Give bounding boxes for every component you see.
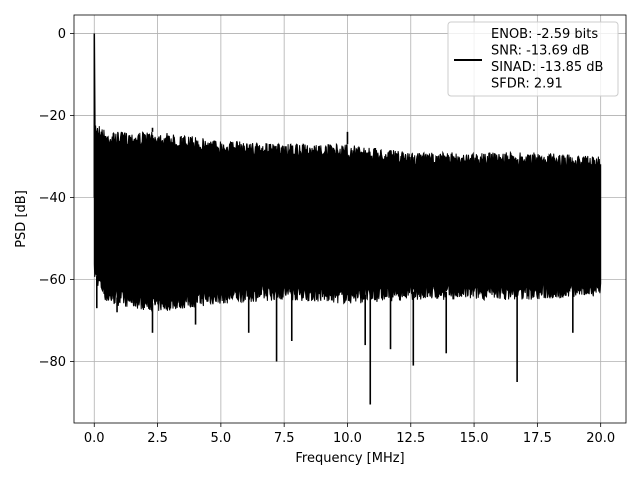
psd-series-band [93, 119, 602, 312]
y-tick-label: −20 [39, 109, 66, 124]
x-tick-label: 20.0 [586, 431, 615, 446]
legend-box [447, 21, 619, 97]
x-tick-label: 12.5 [396, 431, 425, 446]
y-tick-label: −40 [39, 191, 66, 206]
x-tick-label: 5.0 [211, 431, 232, 446]
x-axis-ticks: 0.0 2.5 5.0 7.5 10.0 12.5 15.0 17.5 20.0 [84, 423, 615, 446]
y-tick-label: −80 [39, 355, 66, 370]
x-axis-title: Frequency [MHz] [295, 451, 404, 466]
x-tick-label: 7.5 [274, 431, 295, 446]
y-axis-ticks: 0 −20 −40 −60 −80 [39, 27, 74, 370]
y-tick-label: −60 [39, 273, 66, 288]
axes-frame [73, 14, 627, 424]
x-tick-label: 0.0 [84, 431, 105, 446]
x-tick-label: 17.5 [523, 431, 552, 446]
legend-line-snr: SNR: -13.69 dB [491, 44, 589, 59]
legend: ENOB: -2.59 bits SNR: -13.69 dB SINAD: -… [447, 21, 619, 97]
x-tick-label: 2.5 [147, 431, 168, 446]
legend-line-enob: ENOB: -2.59 bits [491, 27, 598, 42]
legend-line-sinad: SINAD: -13.85 dB [491, 60, 603, 75]
plot-area [93, 33, 602, 405]
y-axis-title: PSD [dB] [14, 190, 29, 248]
legend-line-sfdr: SFDR: 2.91 [491, 77, 563, 92]
psd-series-line [93, 33, 97, 198]
y-tick-label: 0 [58, 27, 66, 42]
x-tick-label: 15.0 [460, 431, 489, 446]
x-tick-label: 10.0 [333, 431, 362, 446]
